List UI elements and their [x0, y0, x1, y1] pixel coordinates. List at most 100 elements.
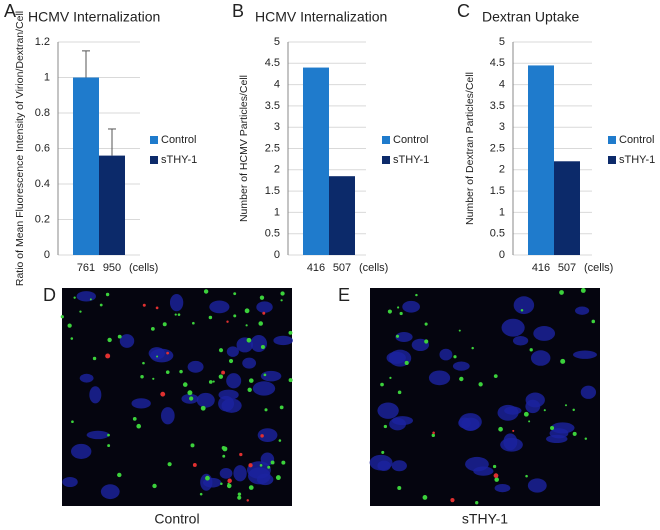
bar — [528, 65, 554, 256]
particle — [247, 387, 252, 392]
nucleus — [458, 417, 471, 429]
legend-swatch — [608, 136, 616, 144]
particle — [279, 405, 284, 410]
particle — [389, 376, 392, 379]
particle — [422, 495, 428, 500]
legend-label: Control — [619, 134, 654, 146]
particle — [550, 426, 555, 431]
legend-swatch — [150, 136, 158, 144]
bar — [99, 155, 125, 255]
particle — [136, 423, 142, 429]
y-tick-label: 1 — [44, 71, 50, 83]
particle — [166, 351, 170, 355]
particle — [512, 429, 515, 432]
particle — [221, 446, 226, 450]
particle — [132, 416, 137, 421]
particle — [263, 373, 267, 377]
y-tick-label: 1.5 — [490, 185, 505, 197]
particle — [222, 454, 226, 458]
particle — [493, 374, 498, 379]
particle — [105, 353, 111, 359]
legend-swatch — [382, 156, 390, 164]
x-axis-label: (cells) — [129, 262, 158, 274]
legend-label: sTHY-1 — [161, 154, 197, 166]
particle — [167, 462, 172, 467]
nucleus — [148, 347, 165, 360]
particle — [92, 356, 97, 361]
y-tick-label: 0.5 — [265, 228, 280, 240]
y-tick-label: 0.8 — [35, 107, 50, 119]
particle — [233, 292, 237, 296]
nucleus — [209, 300, 230, 314]
particle — [280, 291, 285, 296]
x-tick-label: 507 — [333, 262, 351, 274]
nucleus — [100, 484, 120, 500]
y-tick-label: 3 — [274, 121, 280, 133]
particle — [281, 460, 286, 465]
particle — [212, 380, 215, 383]
particle — [288, 330, 293, 335]
particle — [105, 292, 110, 297]
bar — [73, 77, 99, 255]
nucleus — [392, 416, 414, 426]
bar — [554, 161, 580, 255]
particle — [205, 475, 210, 481]
particle — [248, 463, 253, 468]
nucleus — [70, 443, 92, 459]
y-tick-label: 4 — [274, 79, 280, 91]
nucleus — [247, 461, 271, 479]
particle — [459, 376, 464, 382]
particle — [152, 377, 155, 380]
nucleus — [377, 402, 399, 419]
y-axis-label: Number of Dextran Particles/Cell — [464, 72, 476, 225]
particle — [560, 358, 566, 364]
particle — [203, 289, 209, 294]
y-tick-label: 4 — [499, 79, 505, 91]
particle — [580, 288, 586, 293]
panel-label: D — [43, 285, 56, 305]
nucleus — [465, 456, 489, 472]
nucleus — [503, 433, 518, 451]
x-tick-label: 507 — [558, 262, 576, 274]
bar — [329, 176, 355, 255]
particle — [107, 444, 111, 448]
y-tick-label: 0.5 — [490, 228, 505, 240]
y-tick-label: 0.6 — [35, 142, 50, 154]
legend-label: sTHY-1 — [619, 154, 655, 166]
nucleus — [221, 398, 242, 413]
particle — [424, 339, 429, 344]
particle — [525, 474, 528, 478]
x-tick-label: 416 — [532, 262, 550, 274]
particle — [278, 439, 282, 442]
legend-label: Control — [393, 134, 428, 146]
nucleus — [273, 335, 293, 346]
particle — [494, 477, 499, 482]
particle — [380, 382, 384, 387]
particle — [156, 355, 159, 358]
nucleus — [256, 301, 273, 313]
particle — [267, 465, 271, 469]
nucleus — [226, 373, 242, 389]
particle — [383, 424, 388, 429]
y-tick-label: 1 — [499, 206, 505, 218]
particle — [228, 358, 234, 364]
particle — [245, 324, 248, 327]
particle — [107, 337, 112, 343]
chart-title: HCMV Internalization — [28, 9, 160, 25]
chart-title: Dextran Uptake — [482, 9, 579, 25]
particle — [218, 374, 224, 379]
y-tick-label: 0 — [274, 249, 280, 261]
particle — [288, 378, 293, 383]
nucleus — [76, 291, 96, 302]
particle — [248, 378, 254, 383]
particle — [258, 321, 263, 326]
nucleus — [218, 389, 239, 401]
legend-label: sTHY-1 — [393, 154, 429, 166]
nucleus — [501, 318, 525, 337]
particle — [424, 322, 428, 326]
nucleus — [402, 300, 420, 313]
nucleus — [391, 460, 407, 472]
particle — [475, 501, 479, 505]
